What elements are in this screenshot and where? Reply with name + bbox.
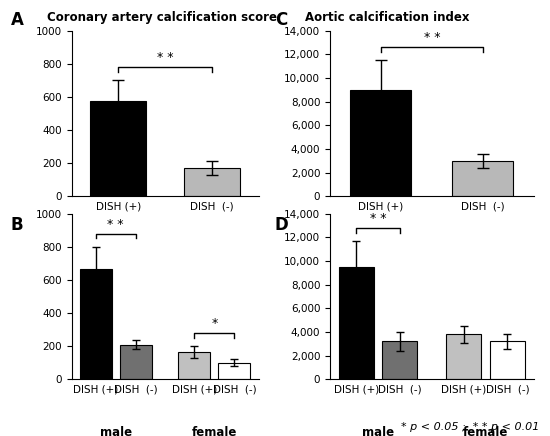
- Bar: [178, 352, 211, 379]
- Text: *: *: [211, 317, 218, 330]
- Text: * *: * *: [370, 212, 386, 225]
- Bar: [80, 269, 112, 379]
- Text: * p < 0.05 ;  * * p < 0.01: * p < 0.05 ; * * p < 0.01: [400, 422, 539, 432]
- Text: male: male: [362, 426, 394, 436]
- Text: B: B: [11, 216, 24, 234]
- Text: * *: * *: [107, 218, 124, 231]
- Text: male: male: [100, 426, 131, 436]
- Text: C: C: [275, 11, 287, 29]
- Bar: [446, 334, 481, 379]
- Bar: [184, 168, 240, 196]
- Bar: [218, 363, 250, 379]
- Bar: [382, 341, 417, 379]
- Text: Coronary artery calcification score: Coronary artery calcification score: [47, 11, 277, 24]
- Bar: [490, 341, 525, 379]
- Text: * *: * *: [424, 31, 440, 44]
- Text: Aortic calcification index: Aortic calcification index: [305, 11, 470, 24]
- Bar: [119, 344, 152, 379]
- Bar: [339, 267, 373, 379]
- Text: female: female: [463, 426, 508, 436]
- Text: A: A: [11, 11, 24, 29]
- Bar: [350, 90, 411, 196]
- Bar: [90, 101, 146, 196]
- Text: * *: * *: [157, 51, 173, 65]
- Text: female: female: [192, 426, 237, 436]
- Bar: [452, 161, 513, 196]
- Text: D: D: [275, 216, 289, 234]
